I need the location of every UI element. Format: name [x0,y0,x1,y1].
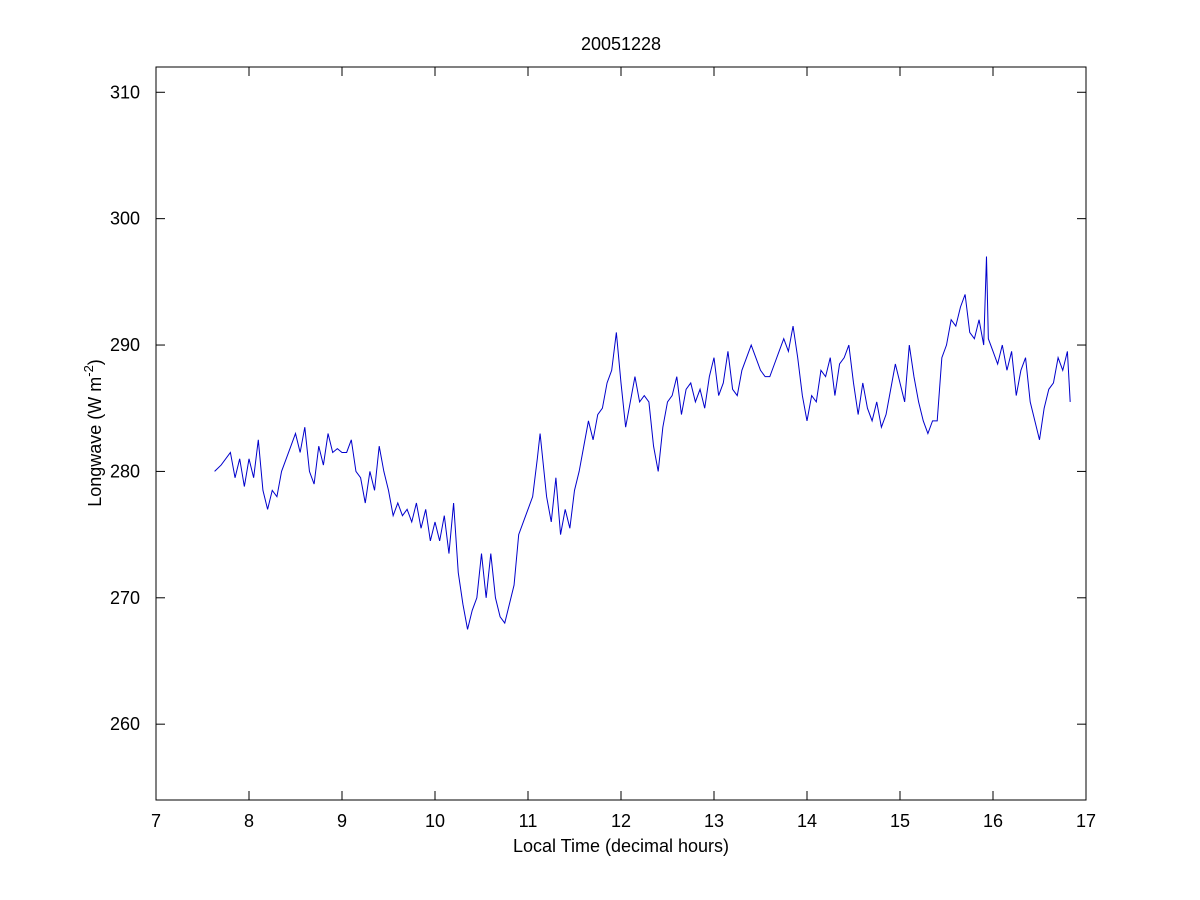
y-tick-label: 260 [110,714,140,734]
chart-title: 20051228 [581,34,661,54]
x-tick-label: 11 [519,811,538,831]
x-tick-label: 12 [611,811,631,831]
y-axis-label-end: ) [85,359,105,365]
x-axis-label: Local Time (decimal hours) [513,836,729,856]
x-tick-label: 17 [1076,811,1096,831]
x-tick-label: 16 [983,811,1003,831]
x-tick-label: 7 [151,811,161,831]
y-tick-label: 300 [110,209,140,229]
x-tick-label: 8 [244,811,254,831]
y-tick-label: 270 [110,588,140,608]
x-tick-label: 14 [797,811,817,831]
y-tick-label: 290 [110,335,140,355]
x-tick-label: 13 [704,811,724,831]
y-axis-label: Longwave (W m-2) [81,359,105,507]
plot-frame [155,66,1087,801]
y-axis-label-sup: -2 [81,365,96,377]
y-tick-label: 280 [110,461,140,481]
x-tick-label: 9 [337,811,347,831]
x-tick-label: 15 [890,811,910,831]
y-tick-label: 310 [110,82,140,102]
x-tick-label: 10 [425,811,445,831]
y-axis-label-main: Longwave (W m [85,377,105,507]
data-line [214,256,1071,630]
